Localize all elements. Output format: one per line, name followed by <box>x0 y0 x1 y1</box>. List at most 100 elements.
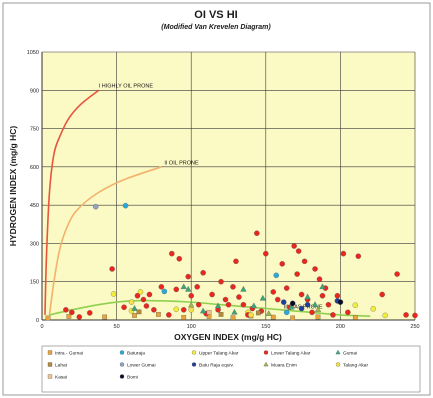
data-point-gumai <box>319 283 326 290</box>
data-point-lower-gumai <box>92 203 99 210</box>
data-point-gumai <box>200 307 207 314</box>
data-point-kasai <box>206 309 212 315</box>
data-point-lower-talang-akar <box>403 312 409 318</box>
data-point-lower-talang-akar <box>412 312 418 319</box>
data-point-gumai <box>311 301 319 307</box>
curve-annotation: I HIGHLY OIL PRONE <box>99 84 154 90</box>
data-point-batu-raja-equiv <box>304 301 311 308</box>
legend-marker <box>263 361 269 367</box>
data-point-intra-gumai <box>132 313 137 318</box>
legend-label: Lower Gumai <box>127 363 156 369</box>
data-point-baturaja <box>122 202 129 209</box>
data-point-lower-talang-akar <box>274 296 281 303</box>
data-point-lahat <box>136 309 142 315</box>
legend-marker <box>191 362 197 367</box>
data-point-lahat <box>255 310 261 316</box>
x-tick-label: 250 <box>410 324 419 330</box>
data-point-lower-talang-akar <box>325 301 332 308</box>
legend-marker <box>335 362 341 367</box>
data-point-batu-raja-equiv <box>280 299 287 305</box>
data-point-lower-talang-akar <box>86 310 93 316</box>
legend-label: Kasai <box>55 375 67 381</box>
data-point-lower-talang-akar <box>222 296 229 303</box>
data-point-lower-talang-akar <box>169 250 175 257</box>
data-point-muara-enim <box>314 306 322 313</box>
x-tick-label: 150 <box>261 324 270 330</box>
data-point-lower-talang-akar <box>236 294 242 300</box>
y-tick-label: 900 <box>30 88 39 94</box>
chart-subtitle: (Modified Van Krevelen Diagram) <box>161 24 271 31</box>
kerogen-curve-2 <box>48 166 162 316</box>
data-point-lower-talang-akar <box>230 284 236 290</box>
data-point-gumai <box>231 308 238 315</box>
chart-title: OI VS HI <box>194 9 237 21</box>
data-point-intra-gumai <box>290 315 296 321</box>
legend-label: Intra - Gumai <box>55 351 83 357</box>
legend-label: Talang Akar <box>343 363 368 369</box>
data-point-lower-talang-akar <box>69 309 75 316</box>
data-point-lower-talang-akar <box>319 293 326 299</box>
data-points <box>45 202 418 321</box>
data-point-lower-talang-akar <box>295 248 302 254</box>
legend-marker <box>263 350 269 355</box>
data-point-lower-talang-akar <box>166 312 172 318</box>
data-point-gumai <box>185 285 192 292</box>
data-point-gumai <box>259 294 266 301</box>
data-point-lower-talang-akar <box>185 273 191 280</box>
x-tick-label: 50 <box>114 324 120 330</box>
data-point-lower-talang-akar <box>312 266 318 272</box>
data-point-gumai <box>180 283 187 290</box>
legend <box>41 345 421 393</box>
y-tick-label: 600 <box>30 165 39 171</box>
legend-label: Lower Talang Akar <box>271 351 311 357</box>
y-tick-label: 300 <box>30 241 39 247</box>
data-point-gumai <box>131 305 138 311</box>
legend-marker <box>119 374 125 379</box>
curve-annotation: II OIL PRONE <box>164 160 199 166</box>
legend-marker <box>335 349 341 355</box>
data-point-intra-gumai <box>352 315 358 320</box>
y-tick-label: 450 <box>30 203 39 209</box>
x-tick-label: 200 <box>336 324 345 330</box>
data-point-gumai <box>304 293 311 300</box>
plot-area <box>42 52 415 320</box>
data-point-lower-talang-akar <box>200 270 206 276</box>
data-point-upper-talang-akar <box>137 289 144 295</box>
data-point-lower-talang-akar <box>263 250 269 257</box>
data-point-lower-talang-akar <box>76 314 83 320</box>
data-point-baturaja <box>273 272 279 279</box>
data-point-lower-talang-akar <box>294 271 300 277</box>
data-point-bomi <box>337 299 344 305</box>
data-point-intra-gumai <box>181 315 187 320</box>
data-point-baturaja <box>283 309 290 316</box>
data-point-lahat <box>218 312 224 317</box>
data-point-upper-talang-akar <box>352 302 359 308</box>
data-point-gumai <box>250 302 257 309</box>
data-point-upper-talang-akar <box>382 312 388 319</box>
data-point-lower-talang-akar <box>301 258 308 265</box>
data-point-lower-talang-akar <box>209 291 215 298</box>
data-point-intra-gumai <box>230 315 236 321</box>
legend-entries: Intra - Gumai Baturaja Upper Talang Akar Lo… <box>47 349 368 381</box>
data-point-intra-gumai <box>315 314 321 320</box>
data-point-lower-talang-akar <box>334 293 341 299</box>
data-point-lower-talang-akar <box>225 301 232 308</box>
grid <box>41 51 416 321</box>
data-point-lower-talang-akar <box>330 312 336 318</box>
y-tick-label: 750 <box>30 127 39 133</box>
data-point-talang-akar <box>188 307 194 313</box>
data-point-intra-gumai <box>66 314 72 319</box>
data-point-lower-talang-akar <box>180 307 187 313</box>
data-point-lower-talang-akar <box>240 301 247 308</box>
data-point-lower-talang-akar <box>194 284 200 290</box>
legend-marker <box>47 362 53 367</box>
legend-label: Muara Enim <box>271 363 297 369</box>
data-point-lower-talang-akar <box>233 258 239 265</box>
data-point-lower-talang-akar <box>140 296 147 303</box>
data-point-intra-gumai <box>45 315 51 321</box>
data-point-lower-talang-akar <box>146 291 153 298</box>
data-point-lower-talang-akar <box>134 293 141 299</box>
legend-label: Bomi <box>127 375 138 381</box>
x-axis-title: OXYGEN INDEX (mg/g HC) <box>174 332 282 342</box>
legend-label: Gumai <box>343 351 357 357</box>
